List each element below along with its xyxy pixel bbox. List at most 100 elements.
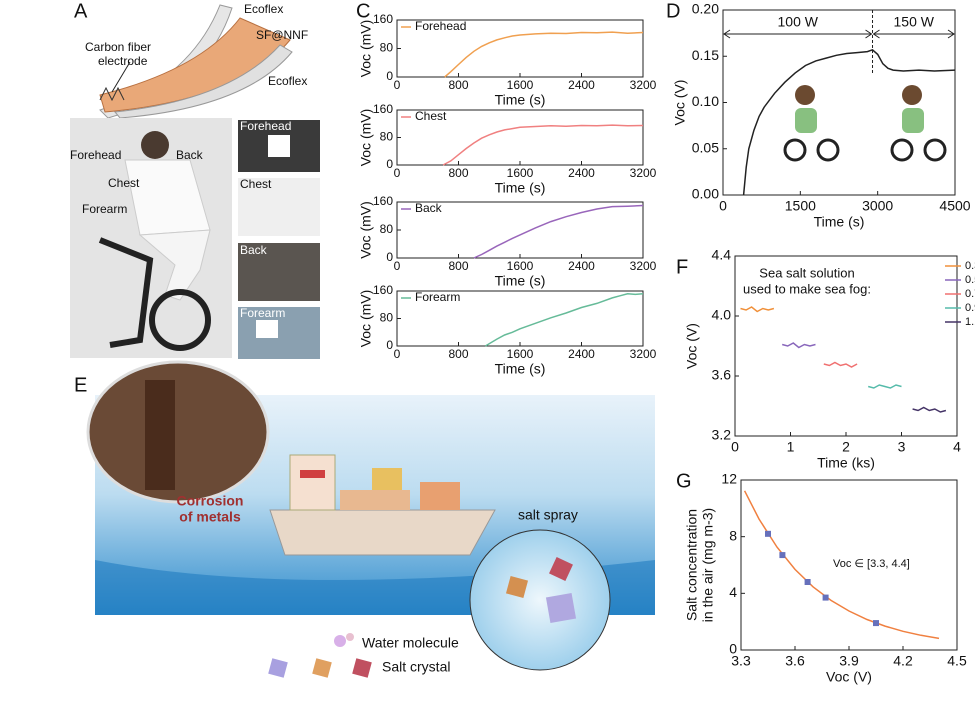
y-tick-label: 4.4 <box>712 247 732 263</box>
x-tick-label: 0 <box>719 198 727 214</box>
x-axis-label: Voc (V) <box>826 669 872 685</box>
series-line <box>742 48 956 196</box>
x-tick-label: 2 <box>842 439 850 455</box>
y-tick-label: 0.15 <box>692 47 719 63</box>
y-tick-label: 0.05 <box>692 139 719 155</box>
y-axis-label: Voc (mV) <box>358 290 374 348</box>
panel-label: A <box>74 0 88 22</box>
x-tick-label: 2400 <box>568 166 595 180</box>
legend-label: 0.7 wt% <box>965 288 975 300</box>
legend-label: Chest <box>415 109 447 123</box>
annotation: Voc ∈ [3.3, 4.4] <box>833 558 910 570</box>
series-line <box>743 490 940 640</box>
x-tick-label: 0 <box>394 347 401 361</box>
y-tick-label: 80 <box>380 130 394 144</box>
legend-label: 1.1 wt% <box>965 316 975 328</box>
y-tick-label: 0 <box>386 69 393 83</box>
label: of metals <box>179 509 241 525</box>
series-line <box>442 124 644 166</box>
series-line <box>485 293 644 347</box>
x-tick-label: 3200 <box>630 166 657 180</box>
y-axis-label: Voc (V) <box>672 80 688 126</box>
x-axis-label: Time (s) <box>495 92 546 108</box>
x-tick-label: 1600 <box>507 347 534 361</box>
series-line <box>782 342 816 349</box>
legend-label: 0.5 wt% <box>965 274 975 286</box>
legend-label: 0.3 wt% <box>965 260 975 272</box>
y-tick-label: 0 <box>386 250 393 264</box>
label: Forearm <box>82 202 127 216</box>
panel-label: G <box>676 470 692 492</box>
series-line <box>473 204 644 259</box>
point <box>804 579 811 585</box>
x-tick-label: 3000 <box>862 198 893 214</box>
y-tick-label: 3.6 <box>712 367 732 383</box>
point <box>765 530 771 537</box>
label: Chest <box>108 176 140 190</box>
y-tick-label: 160 <box>373 194 393 208</box>
x-tick-label: 4.2 <box>893 653 913 669</box>
label: Corrosion <box>177 493 244 509</box>
legend-label: Back <box>415 201 443 215</box>
x-tick-label: 3.9 <box>839 653 859 669</box>
label: SF@NNF <box>256 28 308 42</box>
annotation: 150 W <box>894 14 935 30</box>
plot-frame <box>722 9 956 196</box>
x-tick-label: 0 <box>394 259 401 273</box>
panel-label: E <box>74 374 87 396</box>
x-tick-label: 0 <box>731 439 739 455</box>
legend-label: Forearm <box>415 290 460 304</box>
label: Water molecule <box>362 635 459 651</box>
legend-title: used to make sea fog: <box>743 281 871 296</box>
y-tick-label: 80 <box>380 222 394 236</box>
label: Back <box>240 243 268 257</box>
x-tick-label: 3200 <box>630 347 657 361</box>
x-tick-label: 800 <box>448 166 468 180</box>
x-axis-label: Time (ks) <box>817 455 875 471</box>
y-axis-label: Voc (V) <box>684 323 700 369</box>
legend-title: Sea salt solution <box>759 265 854 280</box>
label: Chest <box>240 177 272 191</box>
y-tick-label: 0.00 <box>692 186 719 202</box>
label: Salt crystal <box>382 659 450 675</box>
y-tick-label: 4.0 <box>712 307 732 323</box>
x-tick-label: 800 <box>448 347 468 361</box>
annotation: 100 W <box>778 14 819 30</box>
x-tick-label: 2400 <box>568 78 595 92</box>
label: Carbon fiber <box>85 40 151 54</box>
x-axis-label: Time (s) <box>495 361 546 377</box>
x-tick-label: 3200 <box>630 259 657 273</box>
panel-label: C <box>356 0 370 22</box>
legend-label: 0.9 wt% <box>965 302 975 314</box>
y-tick-label: 0 <box>386 157 393 171</box>
y-axis-label: Salt concentration <box>684 509 700 621</box>
y-tick-label: 4 <box>729 584 737 600</box>
panel-a-illustration <box>99 4 293 119</box>
x-tick-label: 1600 <box>507 78 534 92</box>
panel-e-illustration <box>86 360 655 678</box>
series-line <box>912 406 947 413</box>
x-tick-label: 3.3 <box>731 653 751 669</box>
y-axis-label: in the air (mg m-3) <box>700 508 716 622</box>
x-tick-label: 2400 <box>568 347 595 361</box>
arrow <box>872 29 955 39</box>
point <box>822 594 829 601</box>
label: Forearm <box>240 306 285 320</box>
panel-label: F <box>676 256 688 278</box>
panel-label: D <box>666 0 680 22</box>
x-tick-label: 0 <box>394 166 401 180</box>
x-tick-label: 1500 <box>785 198 816 214</box>
panel-b-photo <box>70 118 320 359</box>
y-tick-label: 0.20 <box>692 1 719 17</box>
y-tick-label: 3.2 <box>712 427 732 443</box>
x-tick-label: 1600 <box>507 166 534 180</box>
x-tick-label: 3.6 <box>785 653 805 669</box>
label: Forehead <box>70 148 121 162</box>
label: Ecoflex <box>268 74 307 88</box>
x-tick-label: 800 <box>448 259 468 273</box>
x-tick-label: 4.5 <box>947 653 967 669</box>
x-tick-label: 4500 <box>939 198 970 214</box>
x-tick-label: 3200 <box>630 78 657 92</box>
series-line <box>823 361 858 368</box>
x-tick-label: 1 <box>787 439 795 455</box>
